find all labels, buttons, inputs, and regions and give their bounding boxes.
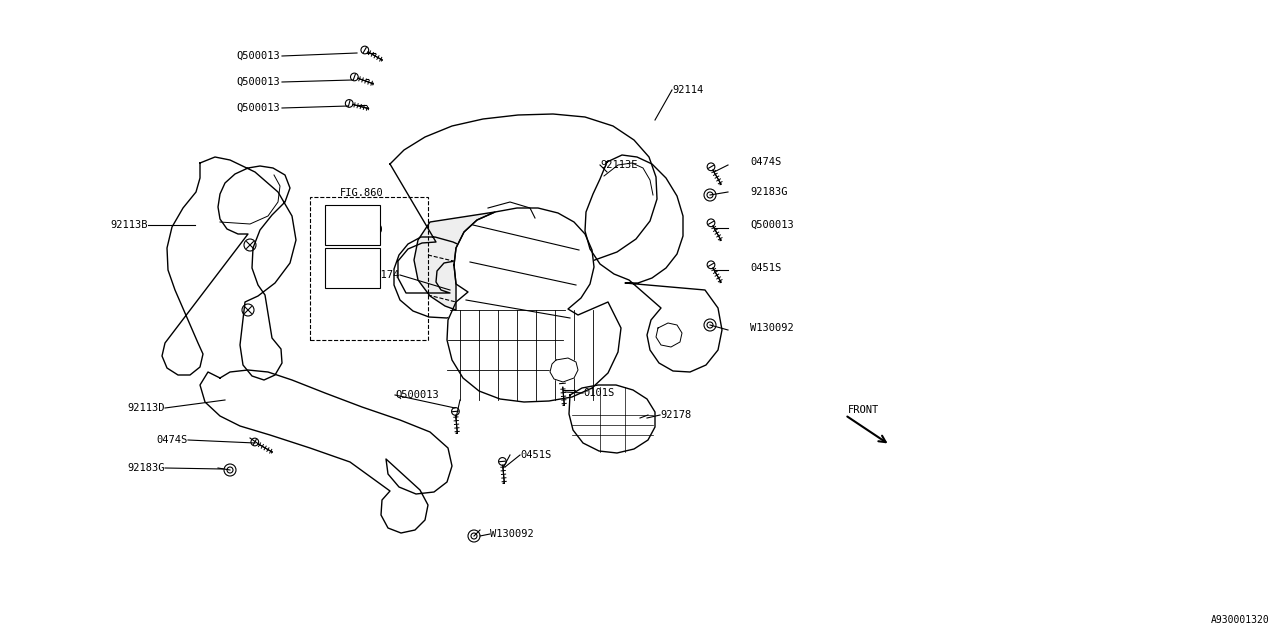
Polygon shape [200, 370, 452, 533]
Text: 0474S: 0474S [750, 157, 781, 167]
Text: 92113D: 92113D [128, 403, 165, 413]
Text: 92113E: 92113E [600, 160, 637, 170]
Text: A930001320: A930001320 [1211, 615, 1270, 625]
Polygon shape [657, 323, 682, 347]
Text: 92183G: 92183G [128, 463, 165, 473]
Text: FIG.830: FIG.830 [340, 225, 384, 235]
Text: W130092: W130092 [490, 529, 534, 539]
Bar [325, 205, 380, 245]
Text: W130092: W130092 [750, 323, 794, 333]
Text: 92178: 92178 [660, 410, 691, 420]
Text: 0451S: 0451S [520, 450, 552, 460]
Text: FRONT: FRONT [849, 405, 879, 415]
Polygon shape [413, 212, 495, 310]
Text: 0101S: 0101S [582, 388, 614, 398]
Text: FIG.860: FIG.860 [340, 188, 384, 198]
Polygon shape [390, 114, 657, 318]
Polygon shape [163, 157, 296, 380]
Text: Q500013: Q500013 [237, 51, 280, 61]
Text: 92174: 92174 [369, 270, 399, 280]
Text: Q500013: Q500013 [396, 390, 439, 400]
Text: 92183G: 92183G [750, 187, 787, 197]
Bar [310, 197, 428, 340]
Text: 92114: 92114 [672, 85, 703, 95]
Polygon shape [550, 358, 579, 382]
Text: Q500013: Q500013 [237, 77, 280, 87]
Polygon shape [570, 385, 655, 453]
Text: Q500013: Q500013 [750, 220, 794, 230]
Text: 0451S: 0451S [750, 263, 781, 273]
Bar [325, 248, 380, 288]
Polygon shape [447, 208, 621, 402]
Polygon shape [585, 155, 722, 372]
Text: Q500013: Q500013 [237, 103, 280, 113]
Text: 0474S: 0474S [156, 435, 188, 445]
Text: 92113B: 92113B [110, 220, 148, 230]
